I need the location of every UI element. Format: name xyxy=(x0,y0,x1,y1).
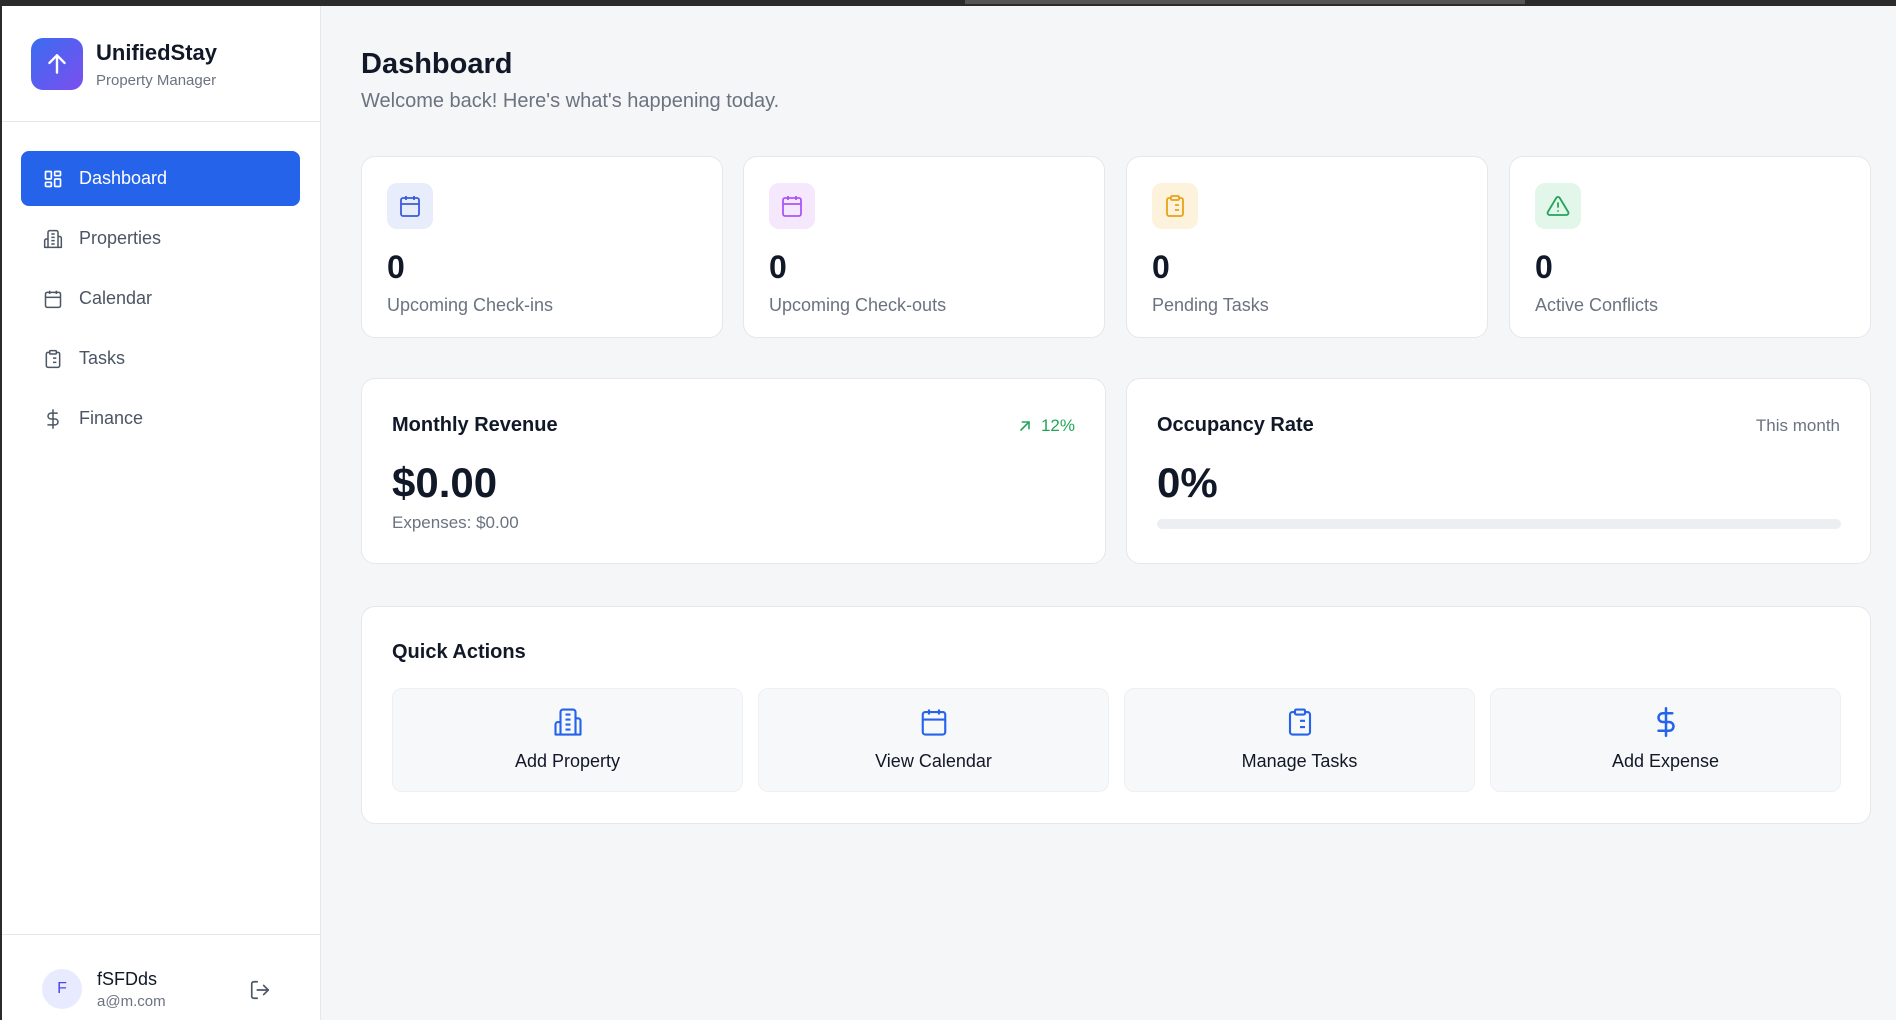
page-subtitle: Welcome back! Here's what's happening to… xyxy=(361,90,780,112)
stat-card-check-ins: 0 Upcoming Check-ins xyxy=(361,156,723,338)
building-icon xyxy=(553,707,583,737)
stat-value: 0 xyxy=(1152,249,1170,285)
calendar-icon xyxy=(919,707,949,737)
trend-badge: 12% xyxy=(1017,416,1075,436)
add-property-button[interactable]: Add Property xyxy=(392,688,743,792)
monthly-revenue-card: Monthly Revenue 12% $0.00 Expenses: $0.0… xyxy=(361,378,1106,564)
dollar-icon xyxy=(1651,707,1681,737)
stat-card-pending-tasks: 0 Pending Tasks xyxy=(1126,156,1488,338)
trend-value: 12% xyxy=(1040,416,1075,435)
add-expense-button[interactable]: Add Expense xyxy=(1490,688,1841,792)
app-name: UnifiedStay xyxy=(96,40,218,65)
revenue-amount: $0.00 xyxy=(392,459,498,506)
sidebar: UnifiedStay Property Manager Dashboard P… xyxy=(0,6,321,1020)
sidebar-item-label: Dashboard xyxy=(79,168,168,188)
occupancy-rate-card: Occupancy Rate This month 0% xyxy=(1126,378,1871,564)
view-calendar-button[interactable]: View Calendar xyxy=(758,688,1109,792)
stat-value: 0 xyxy=(769,249,787,285)
trend-up-icon xyxy=(1017,418,1033,434)
card-title: Quick Actions xyxy=(392,641,526,663)
stat-label: Pending Tasks xyxy=(1152,295,1269,315)
stat-label: Upcoming Check-outs xyxy=(769,295,947,315)
user-panel: F fSFDds a@m.com xyxy=(2,934,320,1020)
quick-action-label: Add Property xyxy=(514,751,621,771)
stat-card-check-outs: 0 Upcoming Check-outs xyxy=(743,156,1105,338)
user-email: a@m.com xyxy=(97,993,166,1010)
occupancy-value: 0% xyxy=(1157,459,1218,506)
stat-label: Upcoming Check-ins xyxy=(387,295,554,315)
quick-action-label: Add Expense xyxy=(1611,751,1720,771)
sidebar-item-label: Tasks xyxy=(79,348,126,368)
stat-value: 0 xyxy=(387,249,405,285)
sidebar-item-label: Properties xyxy=(79,228,162,248)
manage-tasks-button[interactable]: Manage Tasks xyxy=(1124,688,1475,792)
quick-actions-card: Quick Actions Add Property View Calendar… xyxy=(361,606,1871,824)
calendar-icon xyxy=(387,183,433,229)
sidebar-nav: Dashboard Properties Calendar Tasks Fina… xyxy=(2,122,320,446)
card-title: Occupancy Rate xyxy=(1157,414,1314,436)
building-icon xyxy=(42,228,64,250)
sidebar-item-calendar[interactable]: Calendar xyxy=(21,271,300,326)
card-title: Monthly Revenue xyxy=(392,414,558,436)
logout-icon[interactable] xyxy=(249,979,271,1001)
sidebar-item-properties[interactable]: Properties xyxy=(21,211,300,266)
quick-action-label: View Calendar xyxy=(875,751,992,771)
clipboard-icon xyxy=(42,348,64,370)
stat-label: Active Conflicts xyxy=(1535,295,1659,315)
page-title: Dashboard xyxy=(361,48,513,80)
calendar-icon xyxy=(769,183,815,229)
sidebar-item-label: Finance xyxy=(79,408,144,428)
clipboard-icon xyxy=(1152,183,1198,229)
occupancy-progress-bar xyxy=(1157,519,1841,529)
calendar-icon xyxy=(42,288,64,310)
expenses-text: Expenses: $0.00 xyxy=(392,513,519,532)
stat-value: 0 xyxy=(1535,249,1553,285)
user-name: fSFDds xyxy=(97,969,158,989)
sidebar-item-label: Calendar xyxy=(79,288,153,308)
quick-action-label: Manage Tasks xyxy=(1241,751,1358,771)
brand-header: UnifiedStay Property Manager xyxy=(2,6,320,122)
sidebar-item-dashboard[interactable]: Dashboard xyxy=(21,151,300,206)
window-top-bar xyxy=(0,0,1896,6)
sidebar-item-finance[interactable]: Finance xyxy=(21,391,300,446)
stat-card-active-conflicts: 0 Active Conflicts xyxy=(1509,156,1871,338)
app-logo-icon[interactable] xyxy=(31,38,83,90)
period-label: This month xyxy=(1755,416,1840,435)
avatar[interactable]: F xyxy=(42,969,82,1009)
alert-triangle-icon xyxy=(1535,183,1581,229)
sidebar-item-tasks[interactable]: Tasks xyxy=(21,331,300,386)
dashboard-icon xyxy=(42,168,64,190)
dollar-icon xyxy=(42,408,64,430)
app-subtitle: Property Manager xyxy=(96,72,217,89)
clipboard-icon xyxy=(1285,707,1315,737)
